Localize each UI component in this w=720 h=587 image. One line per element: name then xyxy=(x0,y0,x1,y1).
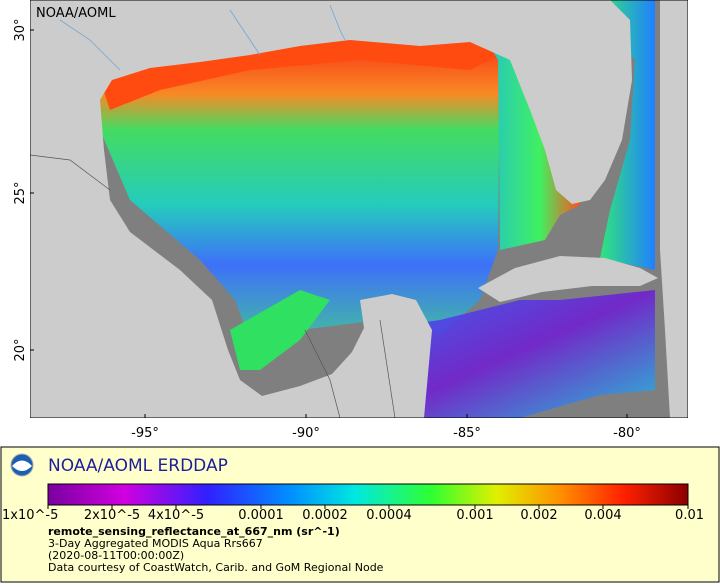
legend-line: (2020-08-11T00:00:00Z) xyxy=(48,549,184,562)
borders xyxy=(30,154,396,418)
land xyxy=(30,0,632,418)
legend-box xyxy=(0,446,720,583)
lat-label: 25° xyxy=(13,181,28,204)
corner-label: NOAA/AOML xyxy=(36,6,116,21)
lon-axis: -95° -90° -85° -80° xyxy=(131,414,641,441)
colorbar-label: 0.001 xyxy=(456,508,493,523)
lon-label: -90° xyxy=(292,426,320,441)
east-land xyxy=(660,0,688,418)
colorbar-label: 0.0004 xyxy=(366,508,412,523)
rivers xyxy=(59,4,346,71)
noaa-logo-bird xyxy=(12,460,32,471)
colorbar-label: 0.01 xyxy=(675,508,704,523)
colorbar xyxy=(47,483,689,506)
colorbar-label: 0.002 xyxy=(520,508,557,523)
legend-title: NOAA/AOML ERDDAP xyxy=(48,456,228,476)
lon-label: -85° xyxy=(453,426,481,441)
colorbar-label: 0.0001 xyxy=(238,508,284,523)
lat-label: 20° xyxy=(13,338,28,361)
colorbar-label: 2x10^-5 xyxy=(84,508,140,523)
colorbar-label: 4x10^-5 xyxy=(148,508,204,523)
colorbar-label: 0.0002 xyxy=(302,508,348,523)
lat-axis: 30° 25° 20° xyxy=(13,18,34,362)
florida-shelf xyxy=(480,30,580,250)
gulf-data xyxy=(95,40,500,340)
mexico-shelf xyxy=(230,290,330,370)
caribbean-data xyxy=(370,290,655,418)
atlantic-data xyxy=(580,0,655,270)
lat-label: 30° xyxy=(13,18,28,41)
lon-label: -95° xyxy=(131,426,159,441)
lon-label: -80° xyxy=(613,426,641,441)
red-shelf xyxy=(100,25,500,110)
legend-line: 3-Day Aggregated MODIS Aqua Rrs667 xyxy=(48,537,263,550)
variable-name: remote_sensing_reflectance_at_667_nm (sr… xyxy=(48,525,340,538)
legend-line: Data courtesy of CoastWatch, Carib. and … xyxy=(48,561,384,574)
cuba xyxy=(478,256,658,302)
colorbar-label: 0.004 xyxy=(584,508,621,523)
colorbar-ticks: 1x10^-5 2x10^-5 4x10^-5 0.0001 0.0002 0.0004 0… xyxy=(2,505,704,523)
map xyxy=(30,0,688,418)
colorbar-label: 1x10^-5 xyxy=(2,508,58,523)
